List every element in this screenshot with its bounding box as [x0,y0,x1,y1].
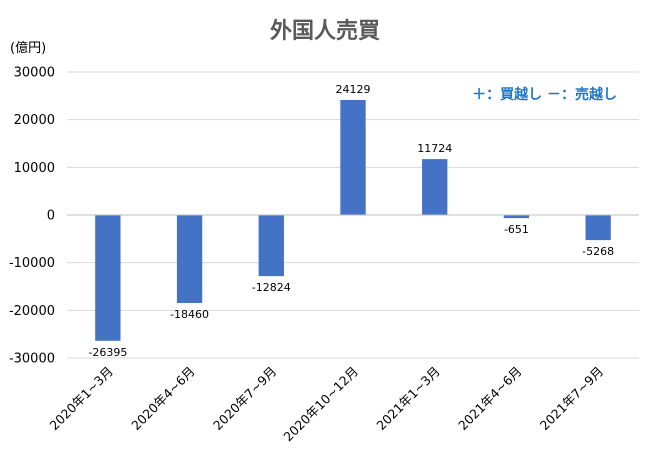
y-tick-label: 30000 [14,66,55,81]
bar [340,99,366,215]
y-tick-label: 10000 [14,161,55,176]
x-axis-ticks: 2020年1~3月 2020年4~6月 2020年7~9月 2020年10~12月 20… [47,364,607,445]
data-label: -12824 [252,281,291,294]
data-label: -5268 [582,245,614,258]
y-tick-label: -30000 [9,352,55,367]
x-tick-label: 2020年7~9月 [210,364,279,433]
x-tick-label: 2021年4~6月 [455,364,524,433]
y-tick-label: 0 [47,209,55,224]
data-label: -26395 [88,346,127,359]
x-tick-label: 2021年1~3月 [373,364,442,433]
bars [95,99,611,341]
x-tick-label: 2020年10~12月 [280,364,361,445]
bar [258,215,284,277]
x-tick-label: 2020年4~6月 [128,364,197,433]
bar [585,215,611,241]
y-unit-label: (億円) [10,40,46,56]
data-label: 24129 [336,83,371,96]
x-tick-label: 2020年1~3月 [47,364,116,433]
bar [95,215,121,341]
data-label: -651 [504,223,529,236]
legend-annotation: ＋：買越し －：売越し [472,86,617,103]
bar [176,215,203,303]
x-tick-label: 2021年7~9月 [537,364,606,433]
bar [422,159,448,215]
bar [503,215,530,219]
y-tick-label: -20000 [9,304,55,319]
data-label: 11724 [417,142,452,155]
y-tick-label: -10000 [9,256,55,271]
y-tick-label: 20000 [14,113,55,128]
data-label: -18460 [170,308,209,321]
chart-title: 外国人売買 [270,18,380,44]
data-labels: -26395 -18460 -12824 24129 11724 -651 -5268 [88,83,614,359]
y-axis-ticks: 30000 20000 10000 0 -10000 -20000 -30000 [9,66,55,367]
